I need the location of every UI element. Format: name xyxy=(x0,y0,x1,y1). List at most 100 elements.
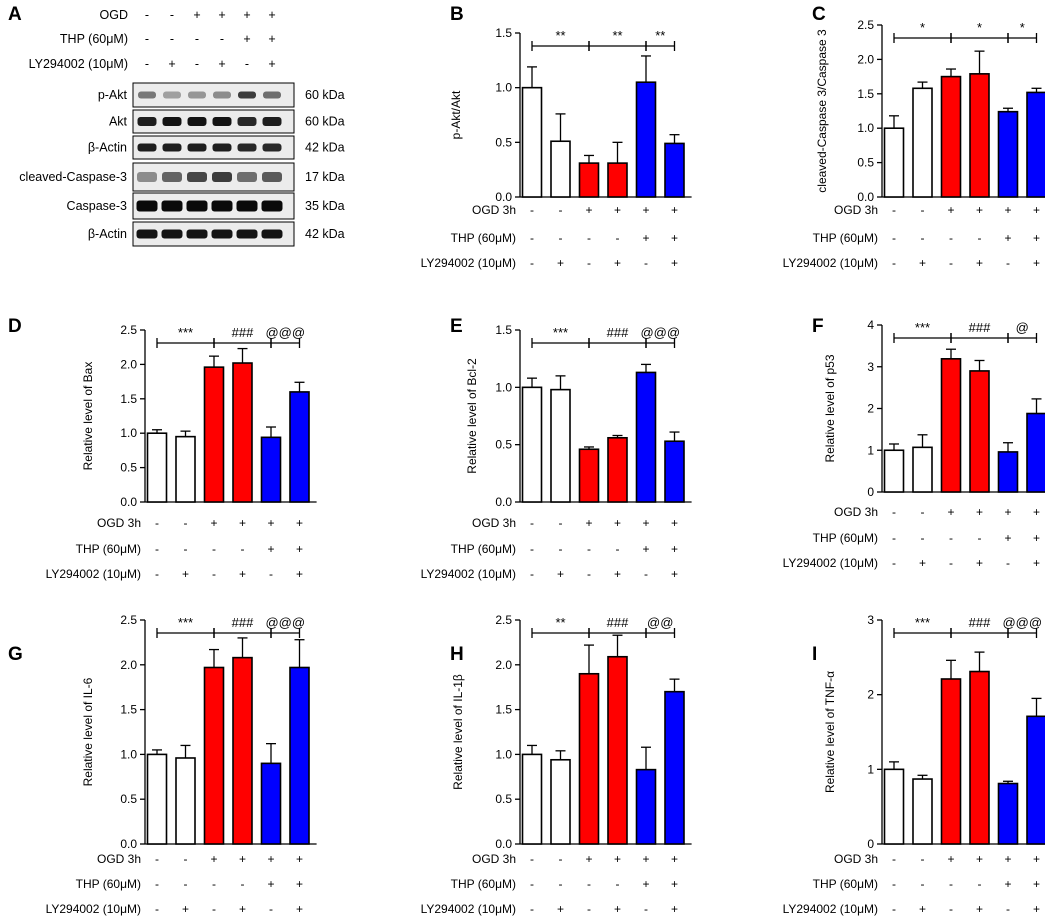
y-tick-label: 1.0 xyxy=(495,747,512,761)
blot-protein-label: β-Actin xyxy=(88,141,127,155)
chart-panel-c: C 0.0 0.5 1.0 1.5 2.0 2.5 cleaved-Caspase 3/Cas… xyxy=(783,4,1045,270)
condition-sign: - xyxy=(212,542,216,556)
y-tick-label: 0.0 xyxy=(495,837,512,851)
condition-label: OGD 3h xyxy=(97,852,141,866)
condition-sign: - xyxy=(892,203,896,217)
condition-label: LY294002 (10μM) xyxy=(421,902,516,916)
condition-sign: - xyxy=(921,505,925,519)
condition-label: THP (60μM) xyxy=(451,542,516,556)
condition-sign: + xyxy=(296,902,303,916)
sig-label: @@@ xyxy=(265,325,305,340)
blot-band xyxy=(261,229,283,239)
condition-sign: - xyxy=(269,567,273,581)
condition-sign: + xyxy=(671,877,678,891)
blot-header-label: THP (60μM) xyxy=(60,32,128,46)
condition-sign: - xyxy=(892,231,896,245)
chart-panel-d: D 0.0 0.5 1.0 1.5 2.0 2.5 Relative level of Bax… xyxy=(8,316,317,581)
panel-label: G xyxy=(8,644,23,665)
y-axis-label: Relative level of Bax xyxy=(81,362,95,471)
condition-sign: - xyxy=(530,567,534,581)
blot-band xyxy=(238,91,256,99)
condition-label: OGD 3h xyxy=(834,203,878,217)
blot-weight-label: 17 kDa xyxy=(305,170,345,184)
sig-label: *** xyxy=(915,615,930,630)
blot-header-sign: + xyxy=(268,57,275,71)
blot-band xyxy=(137,143,157,152)
condition-label: THP (60μM) xyxy=(813,877,878,891)
condition-sign: + xyxy=(671,902,678,916)
y-tick-label: 1.0 xyxy=(857,121,874,135)
condition-sign: + xyxy=(642,231,649,245)
blot-band xyxy=(237,117,257,126)
condition-sign: + xyxy=(585,852,592,866)
condition-label: OGD 3h xyxy=(472,516,516,530)
chart-panel-b: B0.00.51.01.5p-Akt/Akt** ** **OGD 3h - - + + + +… xyxy=(421,4,692,270)
condition-sign: + xyxy=(1004,877,1011,891)
bar xyxy=(232,656,253,845)
condition-sign: - xyxy=(530,203,534,217)
blot-header-sign: + xyxy=(268,8,275,22)
blot-header-sign: + xyxy=(268,32,275,46)
blot-protein-label: Caspase-3 xyxy=(67,199,127,213)
bar xyxy=(635,768,657,845)
condition-sign: - xyxy=(241,542,245,556)
bar xyxy=(664,690,685,845)
condition-sign: - xyxy=(644,567,648,581)
y-tick-label: 0.0 xyxy=(495,190,512,204)
condition-sign: + xyxy=(239,567,246,581)
condition-sign: + xyxy=(671,231,678,245)
condition-sign: - xyxy=(1006,256,1010,270)
condition-sign: - xyxy=(921,203,925,217)
condition-sign: + xyxy=(1004,852,1011,866)
bar xyxy=(578,672,600,845)
sig-label: ** xyxy=(612,28,622,43)
condition-sign: + xyxy=(614,203,621,217)
western-blot-panel: A OGD - - + + + + THP (60μM) - - - - + + LY294002 (10μM… xyxy=(8,4,345,247)
condition-label: OGD 3h xyxy=(834,852,878,866)
condition-sign: + xyxy=(614,256,621,270)
sig-label: *** xyxy=(178,325,193,340)
bar xyxy=(607,655,628,845)
condition-sign: + xyxy=(642,542,649,556)
condition-sign: - xyxy=(892,902,896,916)
condition-sign: - xyxy=(949,531,953,545)
sig-label: *** xyxy=(553,325,568,340)
blot-header-sign: - xyxy=(220,32,224,46)
condition-sign: + xyxy=(239,902,246,916)
y-tick-label: 1.5 xyxy=(495,703,512,717)
sig-label: @@@ xyxy=(265,615,305,630)
condition-sign: - xyxy=(155,542,159,556)
bar xyxy=(289,666,310,845)
condition-sign: - xyxy=(587,256,591,270)
condition-sign: + xyxy=(642,877,649,891)
blot-band xyxy=(262,117,282,126)
condition-sign: + xyxy=(614,567,621,581)
condition-sign: - xyxy=(212,902,216,916)
condition-sign: + xyxy=(976,256,983,270)
condition-sign: - xyxy=(949,231,953,245)
sig-label: @@@ xyxy=(1002,615,1042,630)
bar xyxy=(175,757,196,845)
blot-band xyxy=(138,91,156,99)
y-tick-label: 1.5 xyxy=(495,26,512,40)
condition-sign: - xyxy=(587,902,591,916)
bar xyxy=(997,451,1019,493)
condition-label: OGD 3h xyxy=(834,505,878,519)
condition-label: LY294002 (10μM) xyxy=(46,902,141,916)
condition-sign: + xyxy=(642,852,649,866)
y-tick-label: 0.0 xyxy=(120,495,137,509)
sig-label: * xyxy=(920,20,925,35)
blot-header-label: LY294002 (10μM) xyxy=(29,57,128,71)
panel-label: D xyxy=(8,316,22,337)
condition-sign: - xyxy=(587,231,591,245)
y-tick-label: 1.5 xyxy=(120,392,137,406)
y-tick-label: 1.5 xyxy=(120,703,137,717)
condition-sign: + xyxy=(296,516,303,530)
bar xyxy=(203,666,225,845)
condition-sign: + xyxy=(976,852,983,866)
y-axis-label: p-Akt/Akt xyxy=(449,90,463,139)
y-tick-label: 2.5 xyxy=(120,323,137,337)
condition-sign: - xyxy=(892,556,896,570)
condition-sign: + xyxy=(1033,531,1040,545)
condition-sign: - xyxy=(892,531,896,545)
